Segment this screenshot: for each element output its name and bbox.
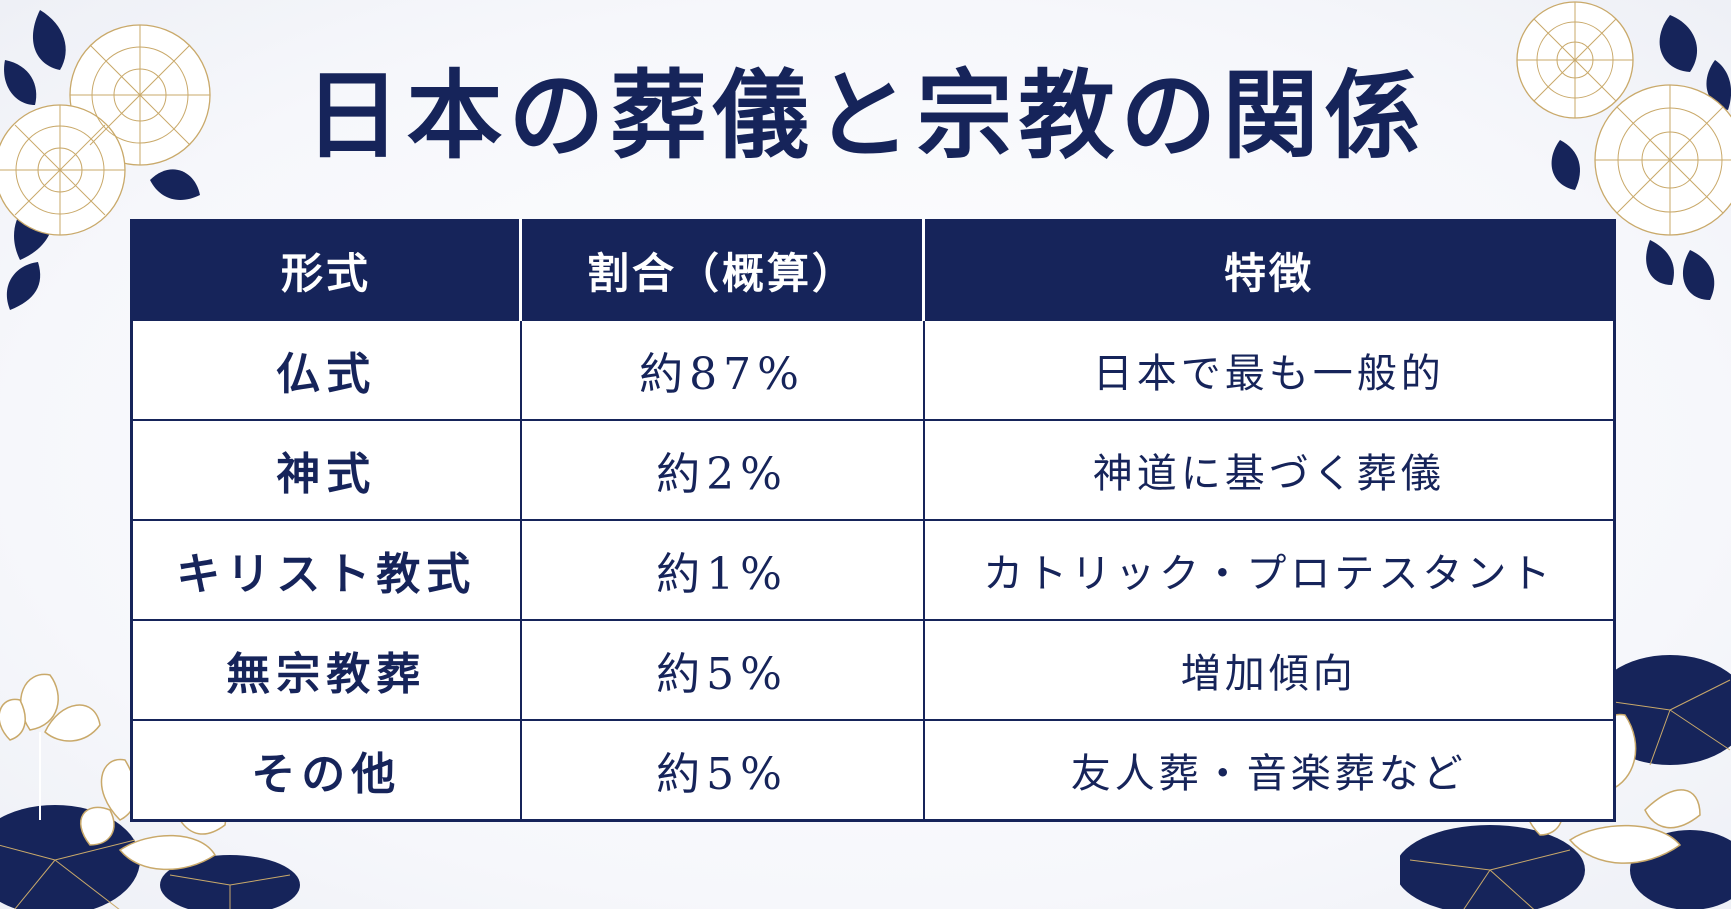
cell-form: 仏式 — [130, 318, 522, 421]
cell-feature: 日本で最も一般的 — [922, 318, 1616, 421]
cell-ratio: 約2% — [519, 418, 925, 521]
table-row: 仏式 約87% 日本で最も一般的 — [130, 318, 1616, 421]
cell-form: キリスト教式 — [130, 518, 522, 622]
cell-form: 神式 — [130, 418, 522, 521]
table-header-row: 形式 割合（概算） 特徴 — [131, 220, 1615, 320]
funeral-religion-table: 形式 割合（概算） 特徴 仏式 約87% 日本で最も一般的 神式 約2% 神道に… — [130, 219, 1616, 822]
table-row: キリスト教式 約1% カトリック・プロテスタント — [130, 518, 1616, 622]
header-form: 形式 — [131, 220, 522, 320]
chrysanthemum-top-left-icon — [0, 10, 211, 310]
page-title: 日本の葬儀と宗教の関係 — [304, 59, 1427, 172]
cell-feature: 友人葬・音楽葬など — [922, 719, 1616, 822]
cell-feature: 神道に基づく葬儀 — [922, 418, 1616, 521]
cell-feature: 増加傾向 — [922, 619, 1616, 722]
cell-form: その他 — [130, 719, 522, 822]
cell-ratio: 約87% — [519, 318, 925, 421]
cell-ratio: 約5% — [519, 619, 925, 722]
cell-form: 無宗教葬 — [130, 619, 522, 722]
cell-ratio: 約5% — [519, 719, 925, 822]
cell-ratio: 約1% — [519, 518, 925, 622]
table-row: 無宗教葬 約5% 増加傾向 — [130, 619, 1616, 722]
chrysanthemum-top-right-icon — [1516, 1, 1731, 300]
header-feature: 特徴 — [1223, 248, 1314, 298]
header-ratio: 割合（概算） — [520, 220, 925, 320]
table-row: 神式 約2% 神道に基づく葬儀 — [130, 418, 1616, 521]
cell-feature: カトリック・プロテスタント — [922, 518, 1616, 622]
table-row: その他 約5% 友人葬・音楽葬など — [130, 719, 1616, 822]
